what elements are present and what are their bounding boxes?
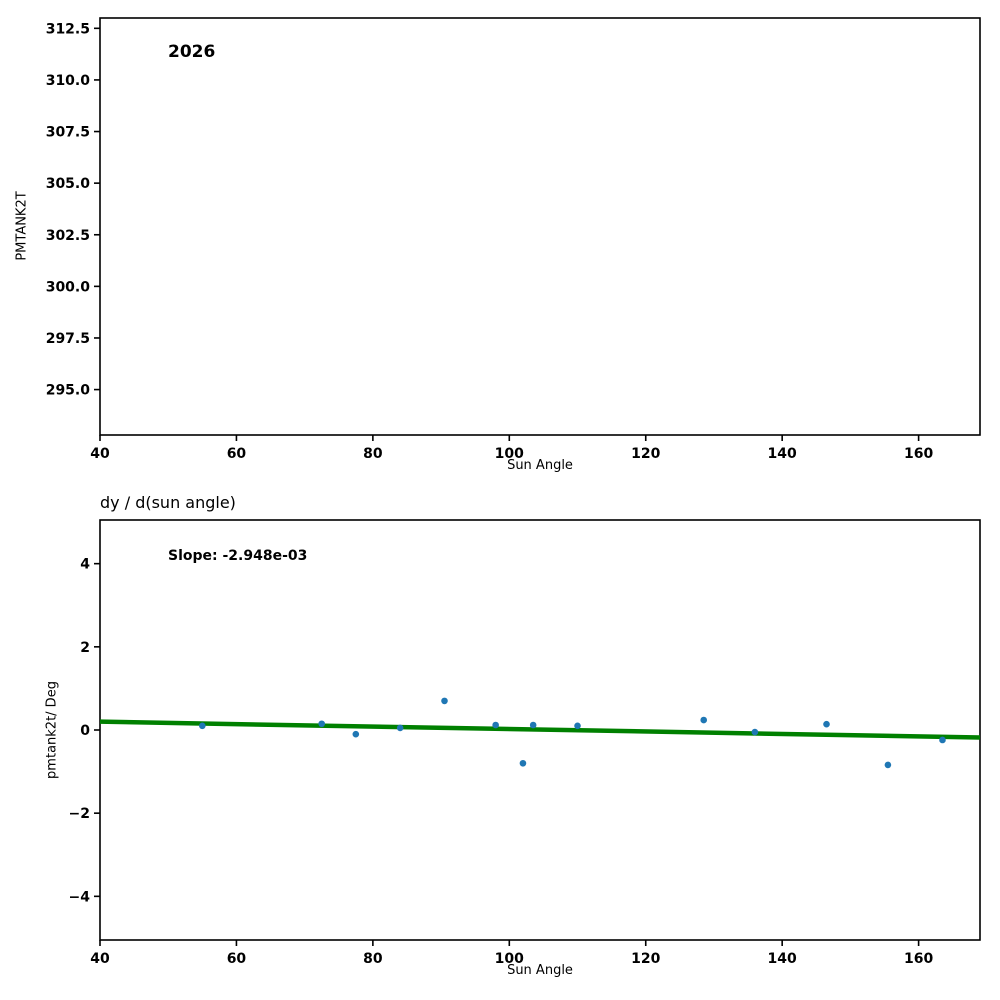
svg-text:100: 100 — [495, 951, 524, 967]
svg-text:80: 80 — [363, 951, 383, 967]
svg-text:140: 140 — [768, 951, 797, 967]
svg-text:305.0: 305.0 — [46, 176, 91, 192]
svg-text:4: 4 — [80, 557, 90, 573]
svg-text:−2: −2 — [69, 806, 90, 822]
top-chart-y-axis-label: PMTANK2T — [14, 191, 30, 261]
svg-text:160: 160 — [904, 446, 933, 462]
svg-text:310.0: 310.0 — [46, 73, 91, 89]
svg-text:40: 40 — [90, 446, 110, 462]
svg-text:100: 100 — [495, 446, 524, 462]
svg-text:80: 80 — [363, 446, 383, 462]
svg-text:300.0: 300.0 — [46, 279, 91, 295]
svg-text:307.5: 307.5 — [46, 125, 90, 141]
bottom-chart-slope-annotation: Slope: -2.948e-03 — [168, 548, 308, 564]
top-chart-x-axis-label: Sun Angle — [507, 458, 573, 473]
svg-text:−4: −4 — [69, 889, 91, 905]
bottom-chart-x-axis-label: Sun Angle — [507, 963, 573, 978]
svg-text:302.5: 302.5 — [46, 228, 90, 244]
svg-text:60: 60 — [227, 446, 247, 462]
top-chart-annotation-year: 2026 — [168, 42, 216, 62]
svg-text:295.0: 295.0 — [46, 383, 91, 399]
top-chart-plot-area: 40 60 80 100 120 140 160 295.0 297.5 300.0 302.5 30… — [46, 17, 981, 462]
bottom-chart-title: dy / d(sun angle) — [100, 493, 236, 512]
svg-text:312.5: 312.5 — [46, 21, 90, 37]
bottom-chart-y-axis-label: pmtank2t/ Deg — [44, 681, 60, 779]
svg-text:120: 120 — [631, 446, 660, 462]
svg-text:2: 2 — [80, 640, 90, 656]
bottom-chart-plot-area: 40 60 80 100 120 140 160 −4 −2 0 2 4 — [69, 519, 981, 967]
svg-text:0: 0 — [80, 723, 90, 739]
svg-text:160: 160 — [904, 951, 933, 967]
svg-text:297.5: 297.5 — [46, 331, 90, 347]
svg-text:140: 140 — [768, 446, 797, 462]
svg-text:120: 120 — [631, 951, 660, 967]
svg-text:40: 40 — [90, 951, 110, 967]
svg-text:60: 60 — [227, 951, 247, 967]
